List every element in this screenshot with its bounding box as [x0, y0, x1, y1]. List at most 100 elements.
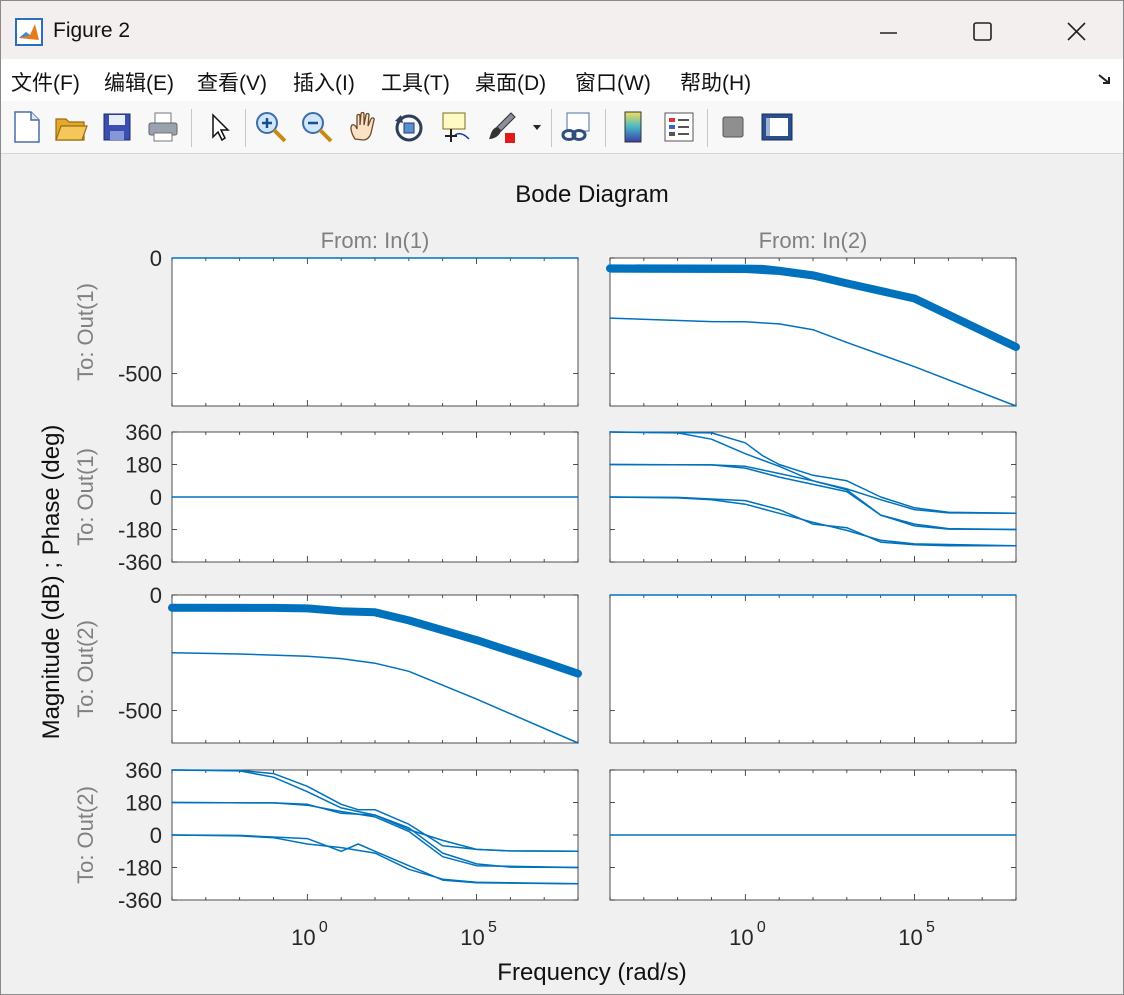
- window-title: Figure 2: [53, 19, 131, 42]
- link-plot-button[interactable]: [559, 109, 595, 145]
- response-line-r3-c1-2[interactable]: [171, 652, 579, 744]
- pointer-icon: [212, 113, 230, 142]
- brush-dropdown-icon: [533, 125, 541, 130]
- save-icon: [103, 113, 131, 141]
- print-icon: [148, 112, 178, 142]
- minimize-button[interactable]: [859, 11, 917, 51]
- title-bar[interactable]: Figure 2: [1, 1, 1123, 59]
- x-tick-exponent: 5: [926, 919, 935, 936]
- x-tick-label: 10: [291, 925, 315, 950]
- matlab-logo-icon: [15, 18, 43, 46]
- toolbar-separator: [605, 109, 606, 147]
- close-button[interactable]: [1047, 11, 1105, 51]
- axes-r3-c1[interactable]: [171, 594, 579, 744]
- response-line-r2-c2-3[interactable]: [609, 463, 1017, 515]
- brush-icon: [489, 112, 516, 143]
- chart-title: Bode Diagram: [515, 181, 668, 208]
- column-header-2: From: In(2): [759, 228, 868, 253]
- zoom-out-icon: [302, 112, 333, 143]
- colorbar-button[interactable]: [615, 109, 651, 145]
- open-file-icon: [55, 118, 88, 141]
- maximize-icon: [973, 22, 992, 41]
- response-line-r4-c1-4[interactable]: [171, 801, 579, 869]
- x-tick-exponent: 0: [319, 919, 328, 936]
- maximize-button[interactable]: [953, 11, 1011, 51]
- y-tick-label: 0: [150, 485, 162, 510]
- response-line-r3-c1-1[interactable]: [168, 603, 582, 678]
- menu-help[interactable]: 帮助(H): [680, 72, 752, 95]
- y-tick-label: 180: [125, 791, 162, 816]
- y-tick-label: 0: [150, 823, 162, 848]
- x-tick-exponent: 0: [757, 919, 766, 936]
- menu-bar: 文件(F) 编辑(E) 查看(V) 插入(I) 工具(T) 桌面(D) 窗口(W…: [1, 59, 1123, 101]
- minimize-icon: [880, 32, 897, 34]
- toolbar-separator: [707, 109, 708, 147]
- pan-button[interactable]: [345, 109, 381, 145]
- brush-button[interactable]: [485, 109, 521, 145]
- row-label-2: To: Out(1): [73, 448, 98, 546]
- menu-view[interactable]: 查看(V): [197, 72, 267, 95]
- axes-r3-c2[interactable]: [609, 594, 1017, 744]
- x-tick-label: 10: [460, 925, 484, 950]
- colorbar-icon: [624, 111, 642, 143]
- y-tick-label: -180: [118, 856, 162, 881]
- save-button[interactable]: [99, 109, 135, 145]
- close-icon: [1067, 22, 1086, 41]
- link-plot-icon: [561, 112, 590, 141]
- data-cursor-button[interactable]: [437, 109, 473, 145]
- panels-layer: From: In(1) From: In(2) 0 -500 To: Out(1) 360…: [73, 228, 1020, 950]
- zoom-in-icon: [256, 112, 287, 143]
- y-tick-label: 360: [125, 758, 162, 783]
- data-cursor-icon: [442, 112, 470, 142]
- response-line-r2-c2-6[interactable]: [609, 496, 1017, 547]
- y-tick-label: 360: [125, 420, 162, 445]
- response-line-r1-c2-2[interactable]: [609, 271, 1017, 352]
- toolbar-separator: [551, 109, 552, 147]
- menu-edit[interactable]: 编辑(E): [104, 72, 174, 95]
- new-figure-icon: [14, 111, 40, 143]
- response-line-r2-c2-4[interactable]: [609, 463, 1017, 531]
- y-tick-label: 0: [150, 583, 162, 608]
- response-line-r1-c2-3[interactable]: [609, 317, 1017, 407]
- toolbar-separator: [191, 109, 192, 147]
- show-plot-tools-icon: [761, 113, 793, 141]
- zoom-out-button[interactable]: [299, 109, 335, 145]
- x-tick-label: 10: [729, 925, 753, 950]
- y-tick-label: 0: [150, 246, 162, 271]
- column-header-1: From: In(1): [321, 228, 430, 253]
- rotate-3d-icon: [395, 114, 423, 142]
- show-plot-tools-button[interactable]: [759, 109, 795, 145]
- hide-plot-tools-button[interactable]: [715, 109, 751, 145]
- x-axis-label: Frequency (rad/s): [497, 959, 686, 986]
- bode-figure: Bode Diagram Frequency (rad/s) Magnitude…: [38, 181, 1020, 986]
- y-tick-label: -500: [118, 699, 162, 724]
- menu-tools[interactable]: 工具(T): [381, 72, 450, 95]
- pan-hand-icon: [350, 111, 375, 141]
- dock-arrow-icon[interactable]: [1097, 71, 1113, 87]
- response-line-r2-c2-1[interactable]: [609, 431, 1017, 515]
- zoom-in-button[interactable]: [253, 109, 289, 145]
- y-tick-label: -360: [118, 550, 162, 575]
- legend-button[interactable]: [661, 109, 697, 145]
- figure-toolbar: [1, 101, 1123, 154]
- print-button[interactable]: [145, 109, 181, 145]
- response-line-r1-c2-1[interactable]: [606, 264, 1020, 351]
- y-tick-label: 180: [125, 453, 162, 478]
- open-file-button[interactable]: [53, 109, 89, 145]
- row-label-1: To: Out(1): [73, 283, 98, 381]
- menu-file[interactable]: 文件(F): [11, 72, 80, 95]
- brush-dropdown-button[interactable]: [529, 109, 545, 145]
- menu-insert[interactable]: 插入(I): [293, 72, 355, 95]
- rotate-3d-button[interactable]: [391, 109, 427, 145]
- pointer-button[interactable]: [201, 109, 237, 145]
- x-tick-label: 10: [898, 925, 922, 950]
- menu-desktop[interactable]: 桌面(D): [475, 72, 547, 95]
- axes-r1-c2[interactable]: [609, 257, 1017, 407]
- y-axis-label: Magnitude (dB) ; Phase (deg): [38, 425, 65, 740]
- x-tick-exponent: 5: [488, 919, 497, 936]
- menu-window[interactable]: 窗口(W): [575, 72, 651, 95]
- axes-r1-c1[interactable]: [171, 257, 579, 407]
- response-line-r4-c1-6[interactable]: [171, 834, 579, 885]
- new-figure-button[interactable]: [9, 109, 45, 145]
